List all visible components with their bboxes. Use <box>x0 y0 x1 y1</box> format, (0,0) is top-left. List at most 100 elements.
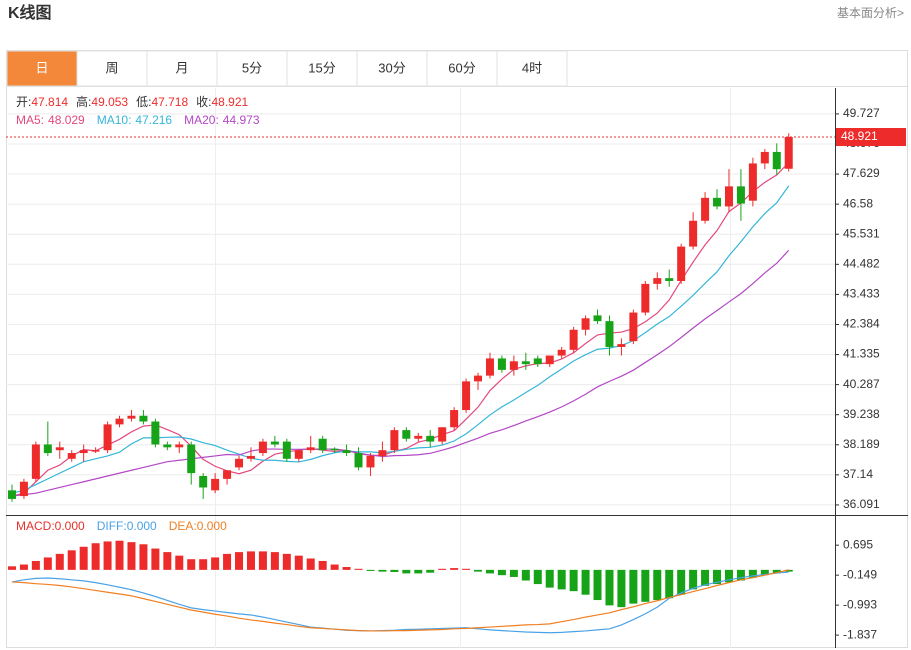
tab[interactable]: 60分 <box>426 50 498 87</box>
y-tick-label: 43.433 <box>843 287 880 301</box>
macd-bar <box>629 569 638 604</box>
candle-body <box>760 151 769 164</box>
legend-value: 48.029 <box>48 113 85 127</box>
tab[interactable]: 15分 <box>286 50 358 87</box>
ma-line <box>11 185 790 494</box>
tab-label[interactable]: 60分 <box>448 60 475 75</box>
candle-body <box>43 444 52 454</box>
macd-bar <box>7 566 16 570</box>
macd-bar <box>617 569 626 608</box>
candle-body <box>199 475 208 488</box>
macd-bar <box>91 543 100 570</box>
tab-background <box>356 50 428 87</box>
plot-area <box>6 88 835 648</box>
candle-body <box>258 441 267 454</box>
info-label: 开: <box>16 95 31 109</box>
candle-body <box>557 349 566 356</box>
macd-bar <box>713 569 722 585</box>
ma-line <box>11 249 790 497</box>
macd-bar <box>223 553 232 570</box>
macd-bar <box>784 569 793 572</box>
candle-body <box>784 137 793 169</box>
candle-body <box>175 444 184 448</box>
tab-label[interactable]: 5分 <box>242 60 262 75</box>
candle-body <box>736 186 745 204</box>
tab-label[interactable]: 月 <box>175 60 188 75</box>
y-tick-label: 46.58 <box>843 196 873 210</box>
info-value: 49.053 <box>91 95 128 109</box>
tab-label[interactable]: 4时 <box>522 60 542 75</box>
legend-value: 0.000 <box>127 519 157 533</box>
macd-bar <box>79 546 88 570</box>
tab-label[interactable]: 周 <box>105 60 118 75</box>
tab-label[interactable]: 日 <box>35 60 48 75</box>
macd-bar <box>67 550 76 570</box>
tab-background <box>426 50 498 87</box>
legend-name: DIFF: <box>97 519 127 533</box>
macd-bar <box>294 555 303 570</box>
candle-body <box>103 424 112 451</box>
info-value: 47.718 <box>151 95 188 109</box>
candle-body <box>617 344 626 347</box>
legend-name: MA10: <box>97 113 132 127</box>
tab[interactable]: 5分 <box>216 50 288 87</box>
tab-background <box>6 50 78 87</box>
info-value: 47.814 <box>31 95 68 109</box>
page-title: K线图 <box>8 3 52 22</box>
macd-bar <box>438 568 447 570</box>
candle-body <box>211 478 220 491</box>
y-tick-label: 44.482 <box>843 256 880 270</box>
macd-bar <box>736 569 745 581</box>
candle-body <box>689 220 698 247</box>
candle-body <box>390 430 399 451</box>
tab[interactable]: 4时 <box>496 50 568 87</box>
candle-body <box>509 361 518 370</box>
macd-bar <box>605 569 614 606</box>
legend-value: 44.973 <box>223 113 260 127</box>
y-tick-label: -0.149 <box>843 567 877 581</box>
candle-body <box>450 410 459 428</box>
candle-body <box>772 151 781 170</box>
candle-body <box>629 312 638 342</box>
candle-body <box>605 321 614 347</box>
fundamental-link[interactable]: 基本面分析> <box>837 6 904 20</box>
macd-bar <box>270 552 279 570</box>
macd-bar <box>330 564 339 570</box>
candle-body <box>545 355 554 365</box>
candle-body <box>677 246 686 281</box>
ma-legend: MA5: 48.029 MA10: 47.216 MA20: 44.973 <box>16 113 260 127</box>
tab[interactable]: 日 <box>6 50 78 87</box>
y-tick-label: 49.727 <box>843 106 880 120</box>
candle-body <box>127 415 136 419</box>
y-tick-label: 45.531 <box>843 226 880 240</box>
candle-body <box>521 361 530 365</box>
info-label: 收: <box>196 95 211 109</box>
y-tick-label: -1.837 <box>843 627 877 641</box>
candle-body <box>163 444 172 448</box>
tab[interactable]: 30分 <box>356 50 428 87</box>
macd-bar <box>199 559 208 570</box>
y-tick-label: 37.14 <box>843 467 873 481</box>
macd-bar <box>701 569 710 586</box>
macd-bar <box>509 569 518 577</box>
macd-bar <box>318 560 327 570</box>
candle-body <box>724 186 733 207</box>
tab[interactable]: 周 <box>76 50 148 87</box>
macd-bar <box>163 552 172 570</box>
macd-bar <box>557 569 566 590</box>
candle-body <box>294 450 303 459</box>
candle-body <box>55 447 64 451</box>
macd-bar <box>593 569 602 601</box>
candle-body <box>748 163 757 201</box>
candle-body <box>402 430 411 439</box>
macd-bar <box>127 542 136 570</box>
tab-label[interactable]: 15分 <box>308 60 335 75</box>
candle-body <box>79 450 88 454</box>
macd-bar <box>581 569 590 595</box>
tab[interactable]: 月 <box>146 50 218 87</box>
tab-label[interactable]: 30分 <box>378 60 405 75</box>
macd-bar <box>689 569 698 590</box>
candle-body <box>235 458 244 468</box>
candle-body <box>701 197 710 221</box>
